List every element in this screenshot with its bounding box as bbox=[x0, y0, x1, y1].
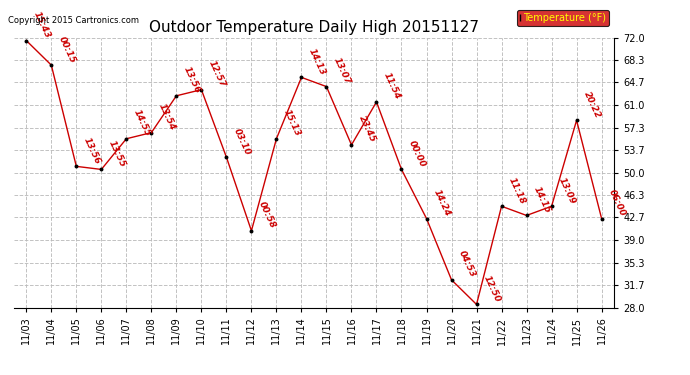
Text: 23:45: 23:45 bbox=[357, 114, 377, 144]
Point bbox=[421, 216, 432, 222]
Point bbox=[471, 302, 482, 307]
Point bbox=[246, 228, 257, 234]
Text: 14:24: 14:24 bbox=[432, 188, 453, 218]
Legend: Temperature (°F): Temperature (°F) bbox=[518, 10, 609, 26]
Point bbox=[496, 203, 507, 209]
Point bbox=[71, 164, 82, 170]
Title: Outdoor Temperature Daily High 20151127: Outdoor Temperature Daily High 20151127 bbox=[149, 20, 479, 35]
Text: 14:15: 14:15 bbox=[532, 185, 553, 214]
Point bbox=[221, 154, 232, 160]
Text: 14:55: 14:55 bbox=[132, 108, 152, 138]
Text: 13:54: 13:54 bbox=[157, 102, 177, 132]
Text: 00:58: 00:58 bbox=[257, 200, 277, 230]
Text: 12:57: 12:57 bbox=[207, 59, 227, 89]
Text: 11:18: 11:18 bbox=[507, 176, 527, 206]
Text: 20:22: 20:22 bbox=[582, 90, 602, 120]
Text: 04:53: 04:53 bbox=[457, 249, 477, 279]
Point bbox=[271, 136, 282, 142]
Text: 14:13: 14:13 bbox=[307, 47, 327, 76]
Point bbox=[321, 84, 332, 90]
Point bbox=[296, 74, 307, 80]
Point bbox=[446, 277, 457, 283]
Point bbox=[346, 142, 357, 148]
Text: 00:00: 00:00 bbox=[407, 139, 427, 169]
Text: 13:07: 13:07 bbox=[332, 56, 353, 86]
Point bbox=[396, 166, 407, 172]
Text: 13:56: 13:56 bbox=[82, 136, 102, 166]
Point bbox=[546, 203, 557, 209]
Point bbox=[571, 117, 582, 123]
Point bbox=[521, 213, 532, 219]
Point bbox=[121, 136, 132, 142]
Text: 13:55: 13:55 bbox=[107, 139, 127, 169]
Text: 13:56: 13:56 bbox=[182, 65, 202, 95]
Point bbox=[371, 99, 382, 105]
Text: 06:00: 06:00 bbox=[607, 188, 627, 218]
Text: 03:10: 03:10 bbox=[232, 127, 253, 156]
Point bbox=[146, 130, 157, 136]
Text: 13:09: 13:09 bbox=[557, 176, 578, 206]
Text: 15:13: 15:13 bbox=[282, 108, 302, 138]
Point bbox=[96, 166, 107, 172]
Point bbox=[21, 38, 32, 44]
Text: 11:54: 11:54 bbox=[382, 71, 402, 101]
Text: 12:50: 12:50 bbox=[482, 274, 502, 304]
Text: Copyright 2015 Cartronics.com: Copyright 2015 Cartronics.com bbox=[8, 16, 139, 25]
Text: 15:43: 15:43 bbox=[32, 10, 52, 40]
Point bbox=[196, 87, 207, 93]
Text: 00:15: 00:15 bbox=[57, 34, 77, 64]
Point bbox=[596, 216, 607, 222]
Point bbox=[171, 93, 182, 99]
Point bbox=[46, 62, 57, 68]
